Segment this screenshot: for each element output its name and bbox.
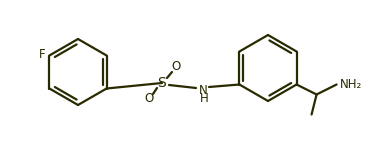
Text: H: H <box>200 93 208 106</box>
Text: N: N <box>199 84 208 96</box>
Text: NH₂: NH₂ <box>340 78 362 91</box>
Text: F: F <box>39 48 45 61</box>
Text: O: O <box>144 93 154 106</box>
Text: S: S <box>158 76 166 90</box>
Text: O: O <box>171 61 180 74</box>
